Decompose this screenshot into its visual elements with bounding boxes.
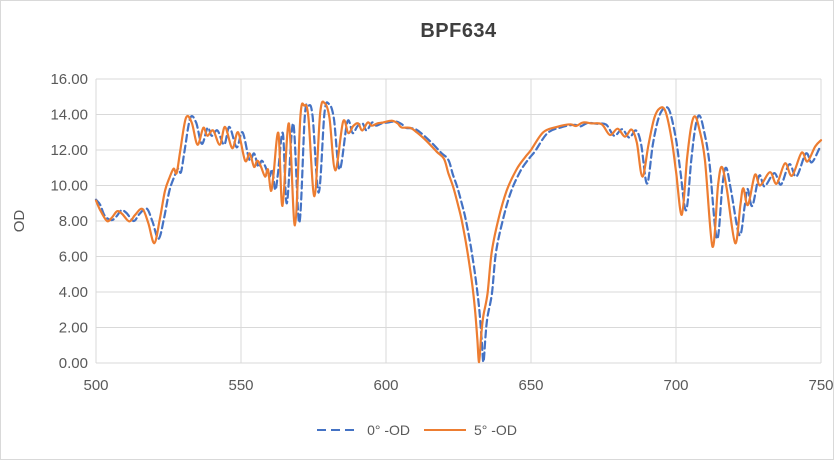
legend-label-0deg: 0° -OD xyxy=(367,422,410,438)
x-tick-label: 600 xyxy=(373,377,398,394)
series-line-0deg[interactable] xyxy=(94,101,823,364)
y-axis-title: OD xyxy=(11,210,28,233)
y-tick-label: 4.00 xyxy=(59,284,88,301)
y-tick-label: 10.00 xyxy=(50,178,88,195)
x-tick-label: 750 xyxy=(808,377,833,394)
y-tick-label: 14.00 xyxy=(50,107,88,124)
x-tick-label: 550 xyxy=(228,377,253,394)
x-tick-label: 500 xyxy=(83,377,108,394)
legend-item-5deg[interactable]: 5° -OD xyxy=(424,422,517,438)
legend-line-solid-icon xyxy=(424,429,466,431)
y-tick-label: 16.00 xyxy=(50,71,88,88)
legend-line-dashed-icon xyxy=(317,429,360,431)
x-tick-label: 650 xyxy=(518,377,543,394)
y-tick-label: 12.00 xyxy=(50,142,88,159)
x-tick-label: 700 xyxy=(663,377,688,394)
legend-label-5deg: 5° -OD xyxy=(474,422,517,438)
y-tick-label: 0.00 xyxy=(59,355,88,372)
legend-item-0deg[interactable]: 0° -OD xyxy=(317,422,410,438)
chart-legend: 0° -OD 5° -OD xyxy=(0,422,834,438)
y-tick-label: 8.00 xyxy=(59,213,88,230)
chart-title[interactable]: BPF634 xyxy=(420,20,497,42)
series-line-5deg[interactable] xyxy=(94,100,823,364)
y-tick-label: 6.00 xyxy=(59,249,88,266)
y-tick-label: 2.00 xyxy=(59,320,88,337)
